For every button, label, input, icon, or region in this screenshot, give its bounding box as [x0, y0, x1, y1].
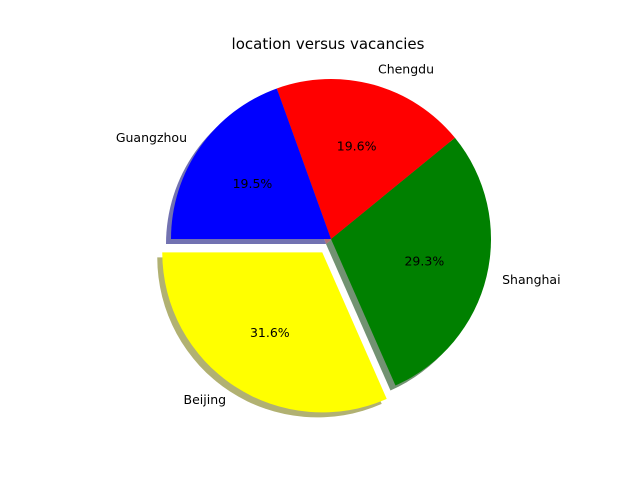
pie-slice-beijing — [162, 252, 387, 413]
category-label-guangzhou: Guangzhou — [116, 130, 187, 145]
category-label-beijing: Beijing — [184, 392, 227, 407]
percent-label-chengdu: 19.6% — [337, 138, 377, 153]
percent-label-guangzhou: 19.5% — [233, 176, 273, 191]
pie-slices — [162, 79, 492, 413]
slice-labels: 31.6% Beijing 29.3% Shanghai 19.6% Chengdu 19.… — [116, 61, 561, 406]
category-label-chengdu: Chengdu — [378, 61, 434, 76]
pie-slice-shanghai — [331, 137, 492, 386]
pie-slice-chengdu — [276, 79, 455, 239]
percent-label-beijing: 31.6% — [250, 325, 290, 340]
category-label-shanghai: Shanghai — [502, 272, 560, 287]
chart-title: location versus vacancies — [232, 35, 425, 53]
pie-slice-guangzhou — [171, 88, 331, 239]
percent-label-shanghai: 29.3% — [404, 253, 444, 268]
